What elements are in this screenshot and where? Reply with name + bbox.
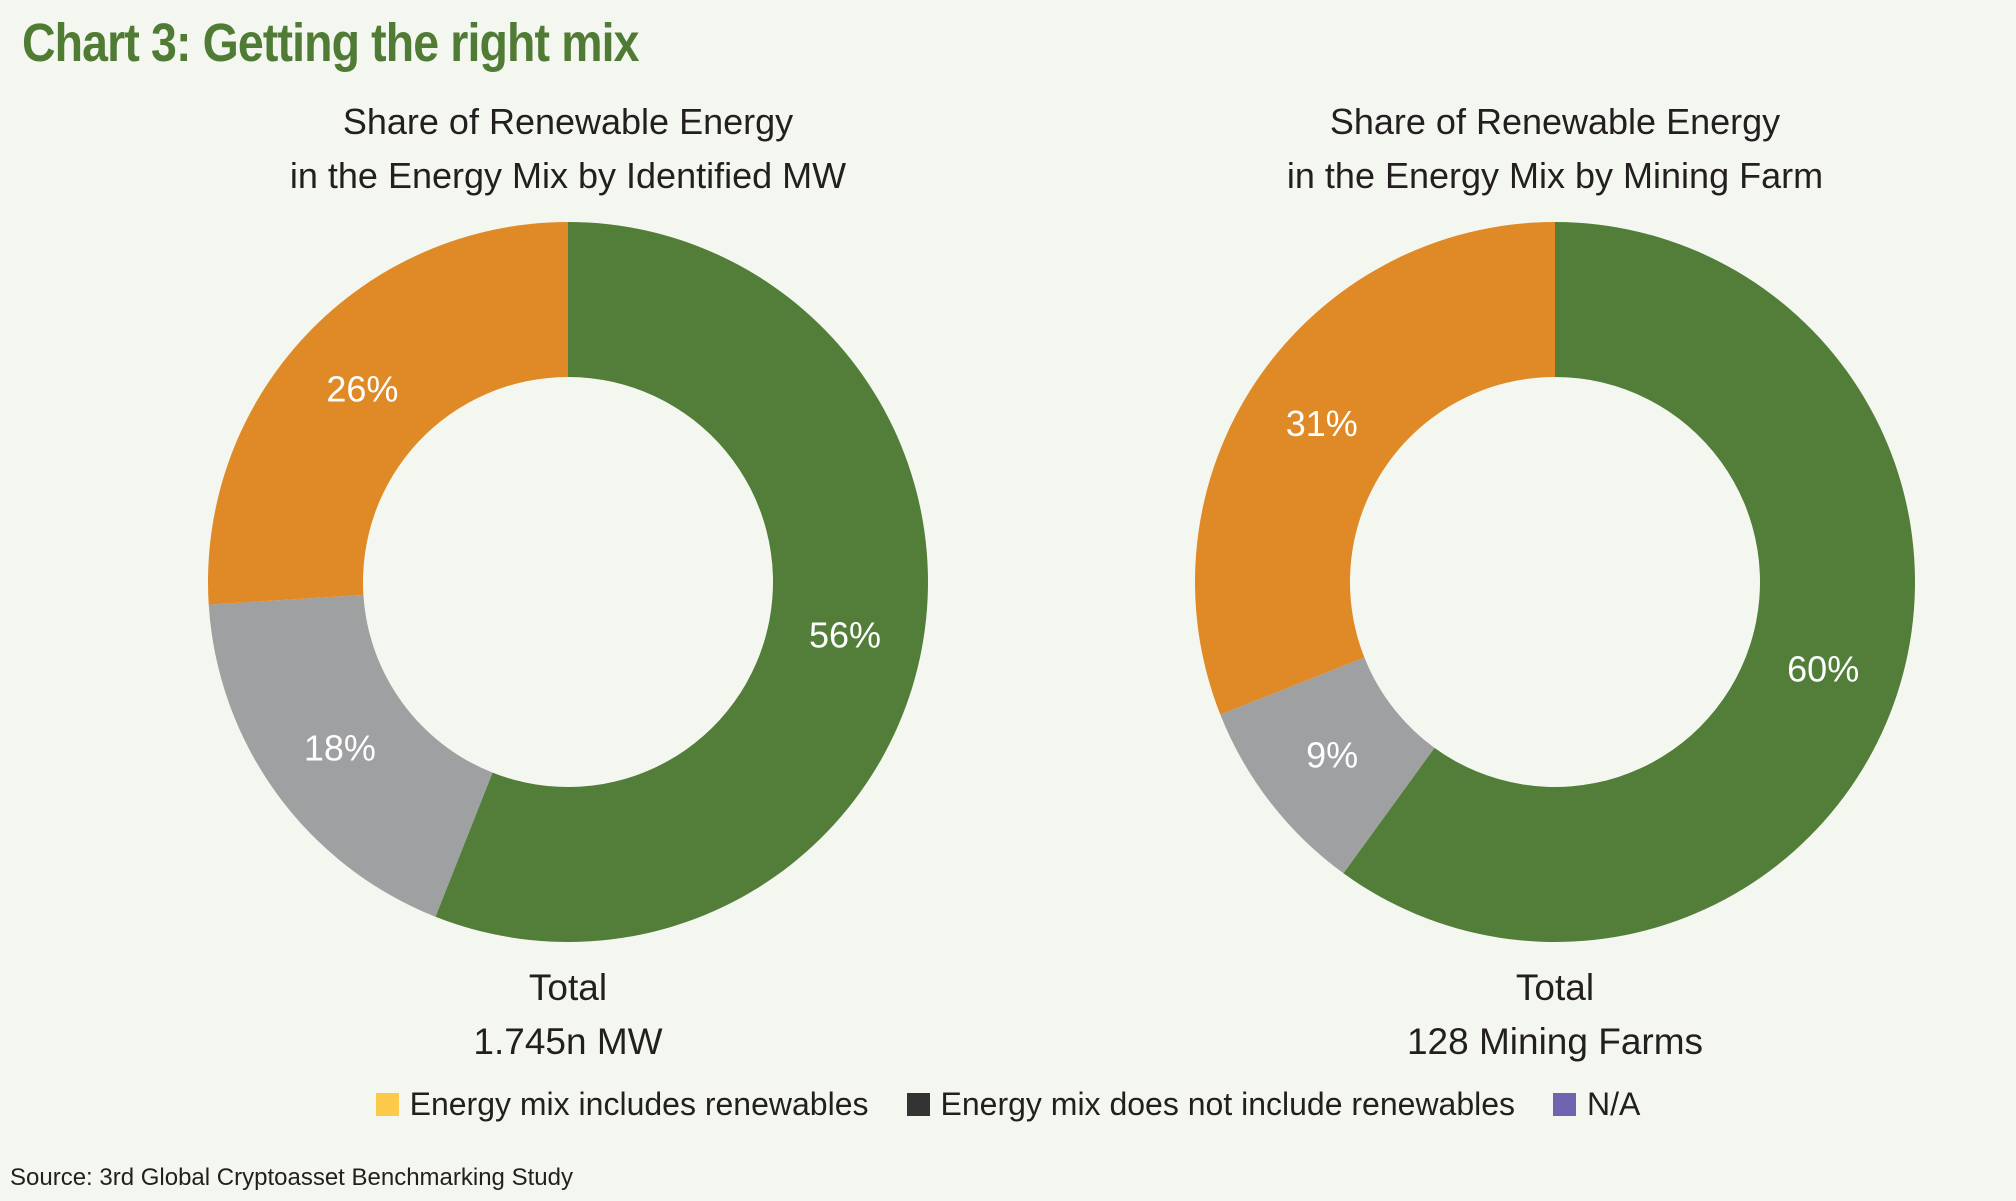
chart-total: Total 128 Mining Farms [1105, 961, 2005, 1069]
chart-total: Total 1.745n MW [118, 961, 1018, 1069]
donut-slice-2 [1195, 222, 1555, 715]
legend-item-includes-renewables: Energy mix includes renewables [375, 1086, 869, 1123]
page-title: Chart 3: Getting the right mix [22, 13, 640, 73]
donut-chart: 56% 18% 26% [208, 222, 928, 942]
legend-label: N/A [1587, 1086, 1641, 1122]
donut-slice-0 [435, 222, 928, 942]
chart-total-label: Total [1515, 967, 1595, 1008]
slice-label-0: 56% [809, 614, 881, 655]
chart-total-value: 1.745n MW [473, 1021, 663, 1062]
chart-total-label: Total [528, 967, 608, 1008]
legend-item-na: N/A [1553, 1086, 1640, 1123]
legend-label: Energy mix does not include renewables [940, 1086, 1516, 1122]
donut-slice-1 [1220, 657, 1435, 874]
donut-slice-2 [208, 222, 568, 605]
legend: Energy mix includes renewables Energy mi… [0, 1086, 2016, 1123]
slice-label-2: 31% [1286, 403, 1358, 444]
legend-item-no-renewables: Energy mix does not include renewables [906, 1086, 1516, 1123]
donut-slice-1 [208, 594, 493, 917]
slice-label-2: 26% [326, 368, 398, 409]
donut-slice-0 [1343, 222, 1916, 943]
legend-swatch [1553, 1093, 1577, 1116]
chart-title: Share of Renewable Energy in the Energy … [118, 95, 1018, 203]
chart-panel-identified-mw: Share of Renewable Energy in the Energy … [118, 95, 1018, 1065]
legend-swatch [375, 1093, 399, 1116]
chart-title: Share of Renewable Energy in the Energy … [1105, 95, 2005, 203]
chart-title-line-1: Share of Renewable Energy [342, 101, 794, 142]
chart-total-value: 128 Mining Farms [1406, 1021, 1704, 1062]
chart-panel-mining-farm: Share of Renewable Energy in the Energy … [1105, 95, 2005, 1065]
legend-label: Energy mix includes renewables [409, 1086, 869, 1122]
chart-title-line-2: in the Energy Mix by Mining Farm [1286, 155, 1824, 196]
chart-title-line-1: Share of Renewable Energy [1329, 101, 1781, 142]
legend-swatch [906, 1093, 930, 1116]
donut-chart: 60% 9% 31% [1195, 222, 1916, 943]
slice-label-0: 60% [1787, 649, 1859, 690]
slice-label-1: 18% [304, 727, 376, 768]
slice-label-1: 9% [1306, 734, 1358, 775]
chart-title-line-2: in the Energy Mix by Identified MW [289, 155, 847, 196]
source-note: Source: 3rd Global Cryptoasset Benchmark… [10, 1164, 573, 1191]
